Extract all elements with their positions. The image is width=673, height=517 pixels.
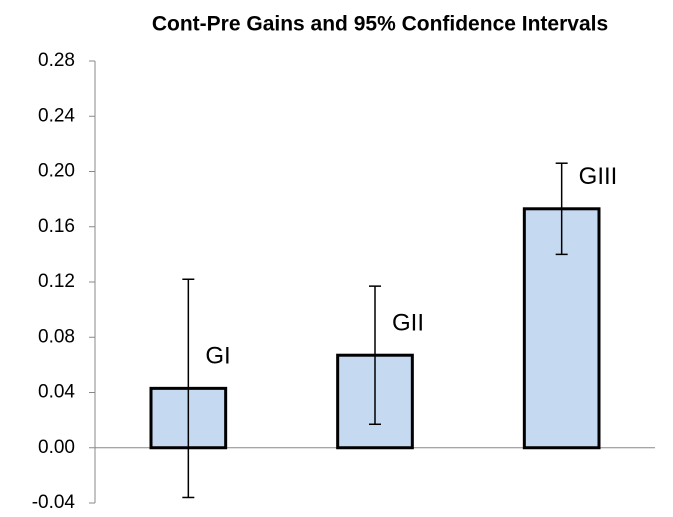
y-tick-label: -0.04 <box>32 492 76 513</box>
category-label: GII <box>392 310 424 337</box>
category-label: GIII <box>579 163 618 190</box>
error-bar <box>182 278 195 499</box>
chart-title: Cont-Pre Gains and 95% Confidence Interv… <box>152 13 608 36</box>
category-label: GI <box>205 343 230 370</box>
y-tick-label: 0.08 <box>38 326 75 347</box>
y-tick-label: 0.12 <box>38 271 75 292</box>
error-bar <box>369 285 381 426</box>
y-tick-label: 0.16 <box>38 216 75 237</box>
y-tick-label: 0.28 <box>38 50 75 71</box>
y-tick-label: 0.00 <box>38 437 75 458</box>
y-tick-label: 0.24 <box>38 105 75 126</box>
y-tick-label: 0.20 <box>38 161 75 182</box>
y-tick-label: 0.04 <box>38 382 75 403</box>
error-bar <box>555 162 568 256</box>
